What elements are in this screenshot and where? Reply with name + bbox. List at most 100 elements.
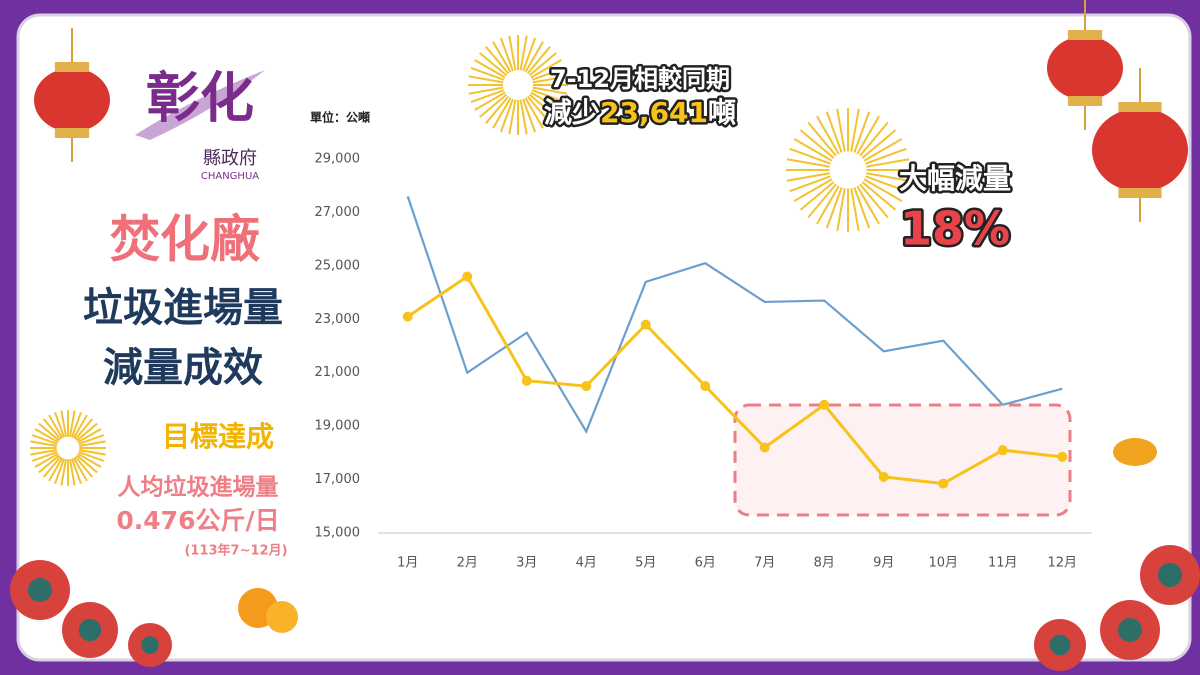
firework-ray (485, 95, 510, 124)
firework-ray (836, 108, 846, 152)
flower-center (78, 618, 102, 642)
firework-ray (866, 172, 910, 182)
logo-en: CHANGHUA (201, 171, 259, 182)
firework-ray (866, 158, 910, 168)
side-title: 焚化廠 (110, 211, 260, 269)
x-tick-label: 12月 (1047, 556, 1077, 571)
firework-ray (468, 86, 504, 95)
firework-ray (60, 459, 68, 486)
firework-ray (861, 129, 897, 159)
firework-ray (76, 454, 98, 474)
firework-ray (77, 452, 102, 468)
firework-ray (793, 138, 833, 162)
firework-ray (508, 99, 517, 135)
firework-ray (863, 138, 903, 162)
firework-ray (60, 410, 68, 437)
firework-ray (793, 178, 833, 202)
firework-ray (72, 414, 88, 439)
headline-unit: 噸 (708, 96, 736, 129)
x-tick-label: 8月 (814, 556, 835, 571)
firework-ray (499, 98, 514, 133)
logo-name: 彰化 (146, 67, 254, 130)
firework-ray (526, 46, 551, 75)
firework-ray (532, 86, 568, 95)
firework-ray (859, 183, 889, 219)
firework-ray (54, 458, 66, 485)
lantern-cap (1067, 30, 1103, 40)
headline: 7-12月相較同期 (550, 65, 730, 93)
lantern-cap (1067, 96, 1103, 106)
firework-ray (856, 185, 880, 225)
firework-ray (31, 450, 58, 462)
x-tick-label: 1月 (397, 556, 418, 571)
x-tick-label: 10月 (928, 556, 958, 571)
firework-ray (70, 458, 82, 485)
firework-ray (807, 121, 837, 157)
x-tick-label: 3月 (516, 556, 537, 571)
firework-ray (479, 93, 508, 118)
firework-ray (789, 175, 831, 193)
firework-ray (485, 46, 510, 75)
firework-ray (865, 175, 907, 193)
firework-ray (850, 188, 860, 232)
x-tick-label: 5月 (635, 556, 656, 571)
firework-ray (492, 41, 512, 73)
firework-ray (530, 91, 562, 111)
firework-ray (48, 414, 64, 439)
lantern (34, 68, 110, 132)
firework-ray (825, 187, 843, 229)
firework-ray (470, 66, 505, 81)
y-tick-label: 23,000 (315, 312, 361, 327)
firework-ray (836, 188, 846, 232)
firework-ray (859, 121, 889, 157)
firework-ray (816, 115, 840, 155)
series-line (406, 274, 1063, 486)
firework-ray (68, 410, 76, 437)
firework-ray (789, 147, 831, 165)
data-point (700, 381, 711, 392)
y-tick-label: 15,000 (315, 526, 361, 541)
x-tick-label: 4月 (576, 556, 597, 571)
firework-ray (42, 456, 62, 478)
x-tick-label: 7月 (754, 556, 775, 571)
goal-text: 目標達成 (162, 420, 274, 453)
logo-swoosh (135, 70, 265, 140)
flower-center (141, 636, 159, 654)
metric-label: 人均垃圾進場量 (118, 474, 279, 501)
firework-ray (54, 411, 66, 438)
decorations (10, 0, 1200, 671)
firework-ray (78, 434, 105, 446)
firework-ray (74, 418, 94, 440)
data-point (640, 319, 651, 330)
firework-ray (474, 59, 506, 79)
firework-ray (799, 181, 835, 211)
firework-ray (807, 183, 837, 219)
firework-ray (34, 428, 59, 444)
x-tick-label: 11月 (988, 556, 1018, 571)
data-point (997, 445, 1008, 456)
data-point (581, 381, 592, 392)
firework-ray (70, 411, 82, 438)
firework-ray (72, 457, 88, 482)
flower-center (1158, 563, 1182, 587)
y-tick-label: 21,000 (315, 365, 361, 380)
firework-ray (74, 456, 94, 478)
firework-ray (856, 115, 880, 155)
firework-ray (76, 422, 98, 442)
firework-ray (861, 181, 897, 211)
firework-ray (48, 457, 64, 482)
data-point (402, 311, 413, 322)
x-tick-label: 2月 (457, 556, 478, 571)
firework-ray (68, 459, 76, 486)
flower-center (28, 578, 52, 602)
firework-ray (526, 95, 551, 124)
firework-ray (524, 97, 544, 129)
headline-number: 23,641 (600, 96, 708, 129)
coin (1113, 438, 1157, 466)
firework-ray (531, 89, 566, 104)
firework-ray (38, 422, 60, 442)
firework-ray (786, 158, 830, 168)
data-point (462, 271, 473, 282)
firework-ray (492, 97, 512, 129)
